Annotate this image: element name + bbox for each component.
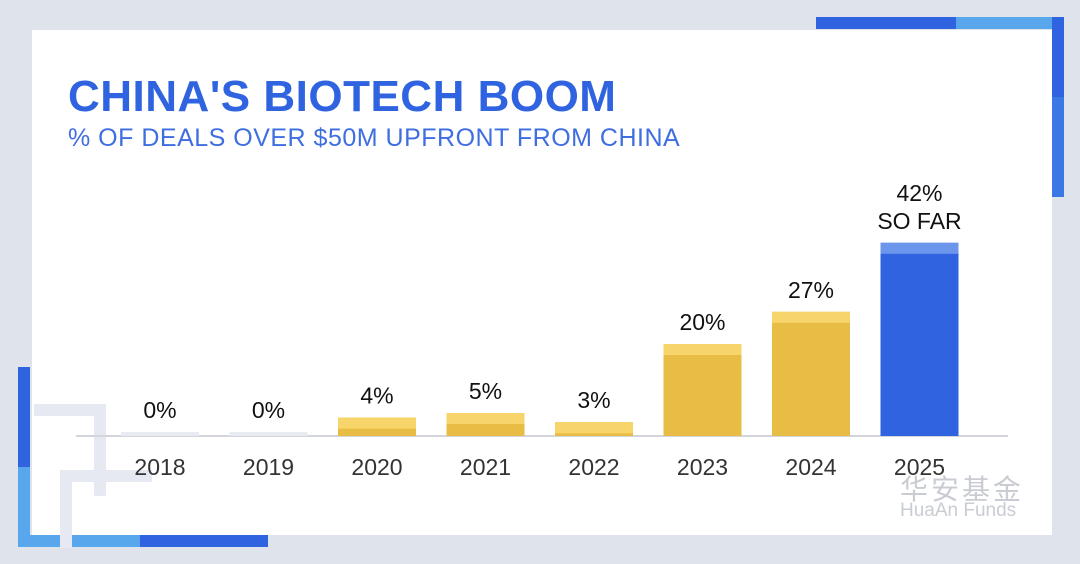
data-label-note-2025: SO FAR xyxy=(877,208,961,234)
x-tick-label-2018: 2018 xyxy=(134,454,185,480)
x-tick-label-2022: 2022 xyxy=(568,454,619,480)
x-tick-label-2021: 2021 xyxy=(460,454,511,480)
chart-subtitle: % OF DEALS OVER $50M UPFRONT FROM CHINA xyxy=(68,124,681,152)
bar-2018 xyxy=(121,432,199,436)
decor-bar-top-light xyxy=(956,17,1064,29)
bar-cap-2025 xyxy=(880,242,959,254)
x-tick-label-2020: 2020 xyxy=(351,454,402,480)
decor-bar-right-lower xyxy=(1052,97,1064,197)
x-tick-label-2019: 2019 xyxy=(243,454,294,480)
data-label-2020: 4% xyxy=(360,383,393,409)
x-tick-label-2024: 2024 xyxy=(785,454,836,480)
decor-bar-bottom xyxy=(140,535,268,547)
data-label-2024: 27% xyxy=(788,277,834,303)
decor-bar-left-light xyxy=(18,467,30,547)
bar-cap-2024 xyxy=(772,311,850,323)
data-label-2018: 0% xyxy=(143,397,176,423)
bar-cap-2022 xyxy=(555,422,633,434)
bar-2025 xyxy=(880,242,959,436)
data-label-2021: 5% xyxy=(469,378,502,404)
decor-frame-lower xyxy=(60,470,152,548)
watermark-logo-cn: 华安基金 xyxy=(900,474,1025,505)
decor-bar-top xyxy=(816,17,956,29)
x-tick-label-2023: 2023 xyxy=(677,454,728,480)
decor-bar-left xyxy=(18,367,30,467)
data-label-2023: 20% xyxy=(679,309,725,335)
decor-bar-bottom-light xyxy=(18,535,140,547)
data-label-2025: 42% xyxy=(896,180,942,206)
decor-bar-right xyxy=(1052,17,1064,97)
chart-title: CHINA'S BIOTECH BOOM xyxy=(68,72,617,121)
x-tick-label-2025: 2025 xyxy=(894,454,945,480)
data-label-2022: 3% xyxy=(577,387,610,413)
bar-2023 xyxy=(663,344,742,436)
bar-2019 xyxy=(229,432,308,436)
bar-cap-2023 xyxy=(663,344,742,355)
bar-cap-2020 xyxy=(338,417,416,429)
data-label-2019: 0% xyxy=(252,397,285,423)
watermark-logo-en: HuaAn Funds xyxy=(900,500,1017,521)
bar-2024 xyxy=(772,311,850,436)
bar-cap-2021 xyxy=(446,413,525,424)
